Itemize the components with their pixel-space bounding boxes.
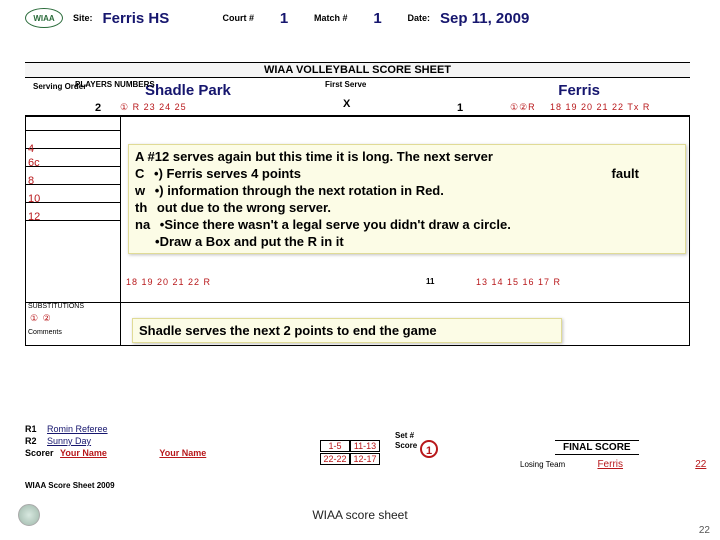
ov-line3: information through the next rotation in… — [167, 183, 444, 198]
right-so-num: 1 — [457, 102, 463, 114]
scorer-name: Your Name — [60, 448, 107, 458]
subs-circles: ① ② — [30, 313, 52, 324]
note-overlay: A #12 serves again but this time it is l… — [128, 144, 686, 254]
player-10: 10 — [26, 185, 120, 203]
box-a2: 11-13 — [350, 440, 380, 452]
left-so-num: 2 — [95, 102, 101, 114]
set-circle: 1 — [420, 440, 438, 458]
box-a1: 1-5 — [320, 440, 350, 452]
box-b1: 22-22 — [320, 453, 350, 465]
r1-label: R1 — [25, 424, 37, 434]
ov-th: th — [135, 200, 147, 215]
small-foot: WIAA Score Sheet 2009 — [25, 481, 115, 490]
comments-label: Comments — [28, 329, 62, 336]
caption: WIAA score sheet — [0, 508, 720, 522]
right-r1-seq: ①②R — [510, 102, 536, 113]
match-label: Match # — [314, 13, 348, 23]
ov-line1: #12 serves again but this time it is lon… — [148, 149, 493, 164]
date-value: Sep 11, 2009 — [440, 10, 529, 27]
right-player-11: 11 — [426, 277, 434, 286]
losing-team-row: Losing Team Ferris 22 — [520, 459, 706, 470]
final-score-label: FINAL SCORE — [555, 440, 639, 455]
team-left: Shadle Park — [145, 82, 231, 99]
left-column: 4 6c 8 10 12 — [26, 117, 121, 345]
row6-seq: 18 19 20 21 22 R — [126, 277, 211, 287]
ov-c: C — [135, 166, 144, 181]
score-boxes: 1-511-13 22-2212-17 — [320, 440, 380, 465]
sub-overlay-text: Shadle serves the next 2 points to end t… — [139, 323, 437, 338]
losing-label: Losing Team — [520, 460, 565, 469]
losing-value: Ferris — [597, 459, 623, 470]
team-row: Shadle Park Ferris Serving Order PLAYERS… — [25, 80, 690, 116]
sub-overlay: Shadle serves the next 2 points to end t… — [132, 318, 562, 343]
wiaa-logo: WIAA — [25, 8, 63, 28]
final-value: 22 — [695, 459, 706, 470]
ov-line6: Draw a Box and put the R in it — [160, 234, 344, 249]
score-label: Score — [395, 441, 417, 450]
row6-right-seq: 13 14 15 16 17 R — [476, 277, 561, 287]
slide-number: 22 — [699, 525, 710, 536]
ov-na: na — [135, 217, 150, 232]
your-name-2: Your Name — [159, 448, 206, 458]
match-value: 1 — [358, 10, 398, 27]
right-r1-nums: 18 19 20 21 22 Tx R — [550, 102, 650, 112]
footer-left: R1 Romin Referee R2 Sunny Day Scorer You… — [25, 424, 206, 460]
first-serve-label: First Serve — [325, 80, 366, 89]
ov-w: w — [135, 183, 145, 198]
court-value: 1 — [264, 10, 304, 27]
scorer-label: Scorer — [25, 448, 54, 458]
box-b2: 12-17 — [350, 453, 380, 465]
player-4: 4 — [26, 131, 120, 149]
ov-line5: Since there wasn't a legal serve you did… — [164, 217, 510, 232]
subs-label: SUBSTITUTIONS — [26, 302, 689, 310]
player-12: 12 — [26, 203, 120, 221]
players-numbers-label: PLAYERS NUMBERS — [75, 80, 155, 89]
left-r1-seq: ① R 23 24 25 — [120, 102, 187, 113]
r2-name: Sunny Day — [47, 436, 91, 446]
so-head — [26, 117, 120, 131]
r2-label: R2 — [25, 436, 37, 446]
header: WIAA Site: Ferris HS Court # 1 Match # 1… — [25, 8, 685, 28]
court-label: Court # — [223, 13, 255, 23]
title-bar: WIAA VOLLEYBALL SCORE SHEET — [25, 62, 690, 78]
site-label: Site: — [73, 13, 93, 23]
ov-a: A — [135, 149, 144, 164]
r1-name: Romin Referee — [47, 424, 108, 434]
set-label: Set # — [395, 431, 414, 440]
ov-fault: fault — [612, 166, 639, 181]
player-6c: 6c — [26, 149, 120, 167]
player-8: 8 — [26, 167, 120, 185]
team-right: Ferris — [558, 82, 600, 99]
site-value: Ferris HS — [103, 10, 213, 27]
ov-line2a: Ferris serves 4 points — [167, 166, 301, 181]
ov-line4: out due to the wrong server. — [157, 200, 331, 215]
x-mark: X — [343, 98, 350, 110]
date-label: Date: — [408, 13, 431, 23]
